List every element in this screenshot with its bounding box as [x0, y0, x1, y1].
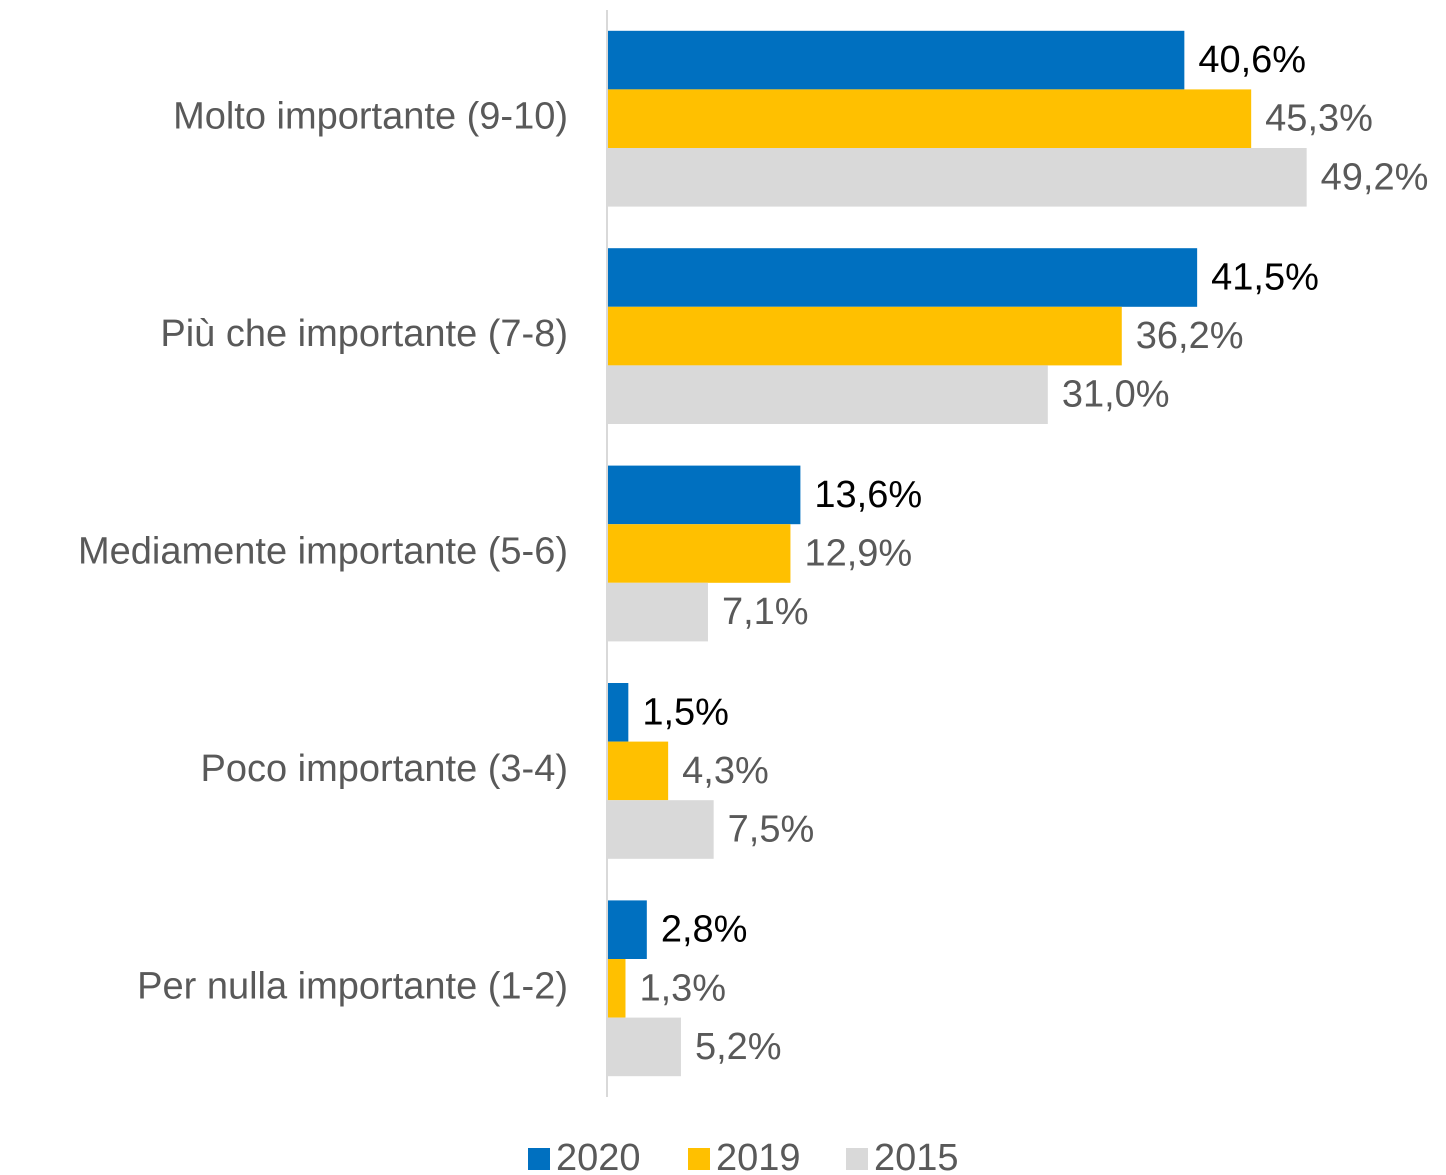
legend-label: 2015: [874, 1137, 959, 1175]
bar: [607, 148, 1307, 207]
value-label: 5,2%: [695, 1026, 782, 1068]
value-label: 31,0%: [1062, 374, 1170, 416]
bar: [607, 89, 1252, 148]
value-label: 7,1%: [722, 591, 809, 633]
value-label: 45,3%: [1265, 98, 1373, 140]
category-label: Molto importante (9-10): [173, 96, 568, 138]
value-label: 4,3%: [682, 750, 769, 792]
value-label: 1,3%: [639, 967, 726, 1009]
category-label: Più che importante (7-8): [160, 313, 568, 355]
legend-swatch: [688, 1148, 710, 1170]
value-label: 40,6%: [1198, 39, 1306, 81]
value-label: 2,8%: [661, 909, 748, 951]
category-label: Mediamente importante (5-6): [78, 531, 568, 573]
bar: [607, 30, 1185, 90]
legend-label: 2019: [716, 1137, 801, 1175]
bar: [607, 1017, 681, 1077]
legend-swatch: [528, 1148, 550, 1170]
bar: [607, 900, 647, 959]
bar: [607, 959, 626, 1018]
bar: [607, 582, 708, 642]
bar: [607, 465, 801, 525]
bar: [607, 524, 791, 583]
bar: [607, 683, 629, 742]
legend-swatch: [846, 1148, 868, 1170]
bar: [607, 248, 1198, 307]
category-label: Per nulla importante (1-2): [137, 965, 568, 1007]
value-label: 12,9%: [804, 533, 912, 575]
value-label: 13,6%: [814, 474, 922, 516]
value-label: 7,5%: [728, 809, 815, 851]
value-label: 36,2%: [1136, 315, 1244, 357]
bar: [607, 365, 1048, 424]
bar: [607, 800, 714, 859]
bar: [607, 306, 1122, 366]
bar: [607, 741, 669, 801]
value-label: 41,5%: [1211, 257, 1319, 299]
category-label: Poco importante (3-4): [201, 748, 569, 790]
value-label: 1,5%: [642, 691, 729, 733]
legend-label: 2020: [556, 1137, 641, 1175]
value-label: 49,2%: [1321, 156, 1429, 198]
